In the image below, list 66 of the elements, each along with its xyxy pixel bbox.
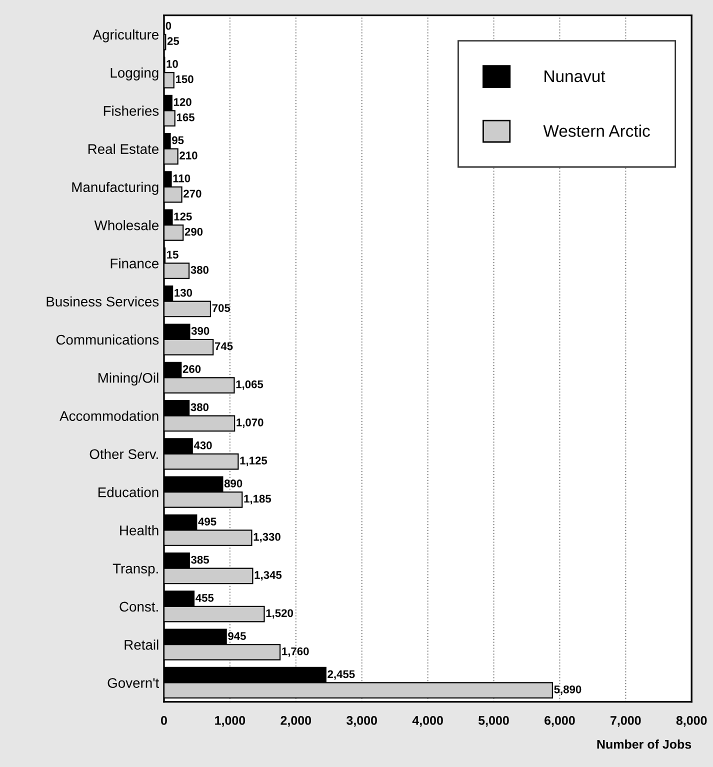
data-label: 495 xyxy=(198,518,216,526)
data-label: 705 xyxy=(212,304,230,312)
x-tick-label: 1,000 xyxy=(215,716,246,727)
x-axis-title: Number of Jobs xyxy=(597,740,692,749)
data-label: 260 xyxy=(182,365,201,373)
y-tick-label: Agriculture xyxy=(92,29,159,42)
data-label: 890 xyxy=(224,480,242,488)
y-tick-label: Wholesale xyxy=(94,220,159,230)
y-tick-label: Govern't xyxy=(108,678,160,688)
data-label: 25 xyxy=(167,37,180,46)
data-label: 290 xyxy=(184,228,203,236)
x-tick-label: 0 xyxy=(161,716,167,725)
y-tick-label: Fisheries xyxy=(104,106,159,116)
data-label: 945 xyxy=(228,632,246,640)
data-label: 1,185 xyxy=(244,494,272,504)
y-tick-label: Communications xyxy=(56,334,159,345)
data-label: 10 xyxy=(166,60,178,68)
data-label: 5,890 xyxy=(554,685,582,695)
y-tick-label: Retail xyxy=(124,640,158,650)
data-label: 1,125 xyxy=(240,456,268,466)
data-label: 1,065 xyxy=(236,380,264,390)
legend-label: Nunavut xyxy=(544,70,606,82)
data-label: 150 xyxy=(176,75,194,84)
x-tick-label: 3,000 xyxy=(346,716,377,727)
x-tick-label: 2,000 xyxy=(280,716,312,727)
y-tick-label: Accommodation xyxy=(60,410,158,421)
data-label: 2,455 xyxy=(328,670,355,680)
data-label: 0 xyxy=(166,22,172,30)
y-tick-label: Transp. xyxy=(112,564,158,576)
data-label: 125 xyxy=(174,212,192,220)
data-label: 110 xyxy=(173,174,190,182)
y-tick-label: Health xyxy=(120,525,158,536)
data-label: 1,070 xyxy=(236,418,264,428)
data-label: 165 xyxy=(176,113,194,122)
y-tick-label: Other Serv. xyxy=(90,448,158,460)
y-tick-label: Logging xyxy=(110,68,158,80)
data-label: 1,520 xyxy=(266,609,293,619)
data-label: 95 xyxy=(172,136,184,144)
data-label: 210 xyxy=(180,152,198,160)
data-label: 15 xyxy=(167,250,178,259)
x-tick-label: 8,000 xyxy=(676,716,707,727)
data-label: 1,330 xyxy=(254,532,280,542)
y-tick-label: Education xyxy=(98,487,158,498)
y-tick-label: Real Estate xyxy=(88,144,159,154)
data-label: 430 xyxy=(194,441,212,450)
y-tick-label: Mining/Oil xyxy=(98,372,158,386)
data-label: 130 xyxy=(174,288,192,297)
legend-label: Western Arctic xyxy=(543,124,650,137)
data-label: 270 xyxy=(184,190,202,198)
x-tick-label: 4,000 xyxy=(412,716,443,727)
data-label: 455 xyxy=(196,594,214,602)
x-tick-label: 7,000 xyxy=(610,716,641,727)
y-tick-label: Const. xyxy=(120,602,158,612)
y-tick-label: Business Services xyxy=(46,296,159,307)
y-tick-label: Manufacturing xyxy=(72,182,158,195)
x-tick-label: 6,000 xyxy=(544,716,575,727)
data-label: 385 xyxy=(191,556,209,564)
data-label: 745 xyxy=(214,342,233,350)
data-label: 1,345 xyxy=(254,571,282,581)
data-label: 380 xyxy=(190,403,209,412)
data-label: 1,760 xyxy=(282,647,309,657)
data-label: 380 xyxy=(190,266,209,274)
data-label: 390 xyxy=(191,326,210,335)
y-tick-label: Finance xyxy=(110,258,159,268)
x-tick-label: 5,000 xyxy=(478,716,509,727)
data-label: 120 xyxy=(174,98,192,106)
